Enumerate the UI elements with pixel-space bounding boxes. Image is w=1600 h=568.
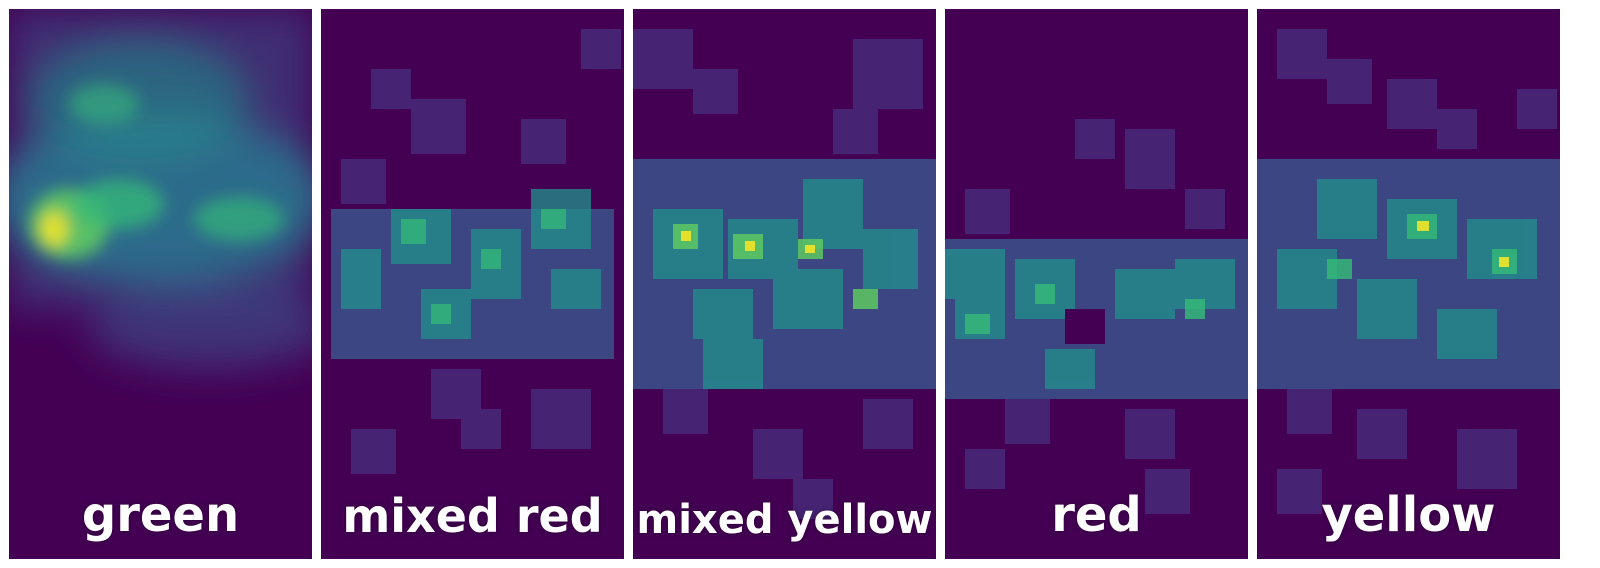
panel-mixed-red: mixed red — [321, 9, 624, 559]
panel-yellow: yellow — [1257, 9, 1560, 559]
panel-label: red — [1051, 487, 1142, 543]
heatmap-red — [945, 119, 1248, 514]
panel-label: mixed red — [342, 489, 603, 543]
heatmap-yellow — [1257, 29, 1560, 514]
panel-green: green — [9, 9, 312, 559]
heatmap-green — [9, 9, 312, 369]
heatmap-mixed-yellow — [633, 29, 936, 519]
panel-mixed-yellow: mixed yellow — [633, 9, 936, 559]
panel-label: green — [81, 487, 240, 543]
panel-red: red — [945, 9, 1248, 559]
panel-label: yellow — [1321, 487, 1496, 543]
heatmap-mixed-red — [331, 29, 621, 474]
panel-label: mixed yellow — [636, 497, 933, 543]
